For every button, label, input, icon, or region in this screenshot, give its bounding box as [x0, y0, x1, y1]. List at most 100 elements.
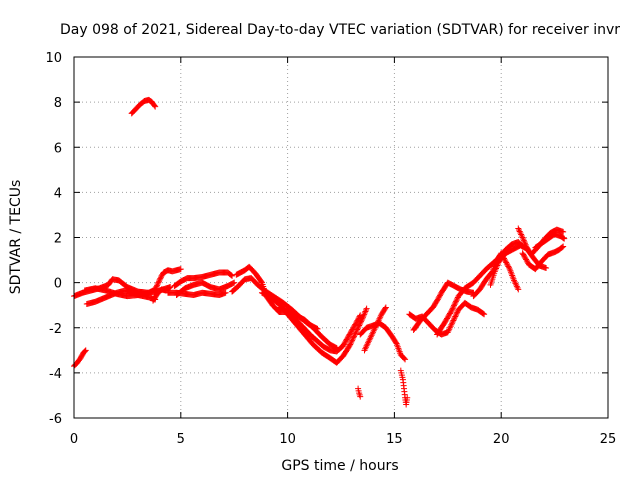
y-tick-label: -6 — [49, 412, 62, 427]
data-point — [343, 336, 350, 343]
data-point — [520, 235, 527, 242]
data-point — [228, 272, 235, 279]
data-point — [449, 306, 456, 313]
data-point — [448, 307, 455, 314]
data-point — [153, 283, 160, 290]
data-point — [351, 331, 358, 338]
data-point — [452, 298, 459, 305]
data-point — [446, 310, 453, 317]
data-point — [452, 313, 459, 320]
data-point — [449, 320, 456, 327]
series-arc-1 — [71, 347, 89, 370]
data-point — [177, 266, 184, 273]
data-point — [519, 234, 526, 241]
data-point — [520, 237, 527, 244]
data-point — [154, 280, 161, 287]
data-point — [156, 276, 163, 283]
data-point — [404, 394, 411, 401]
data-point — [156, 278, 163, 285]
data-point — [342, 337, 349, 344]
chart-title: Day 098 of 2021, Sidereal Day-to-day VTE… — [60, 22, 620, 38]
data-point — [450, 317, 457, 324]
data-point — [543, 264, 550, 271]
data-point — [443, 316, 450, 323]
data-point — [481, 311, 488, 318]
data-point — [361, 309, 368, 316]
data-point — [231, 279, 238, 286]
data-point — [340, 341, 347, 348]
data-point — [352, 330, 359, 337]
data-point — [521, 254, 528, 261]
data-point — [352, 329, 359, 336]
data-point — [345, 332, 352, 339]
data-point — [353, 327, 360, 334]
series-arc-4 — [83, 287, 159, 308]
data-point — [446, 311, 453, 318]
y-axis-label: SDTVAR / TECUs — [8, 180, 24, 295]
data-point — [504, 262, 511, 269]
data-point — [356, 322, 363, 329]
data-point — [559, 244, 566, 251]
data-point — [502, 258, 509, 265]
data-point — [445, 312, 452, 319]
data-point — [436, 292, 443, 299]
data-point — [503, 260, 510, 267]
data-point — [229, 272, 236, 279]
data-point — [151, 102, 158, 109]
data-point — [152, 285, 159, 292]
data-point — [442, 317, 449, 324]
y-tick-label: 2 — [54, 232, 62, 247]
data-point — [157, 275, 164, 282]
data-point — [452, 312, 459, 319]
data-point — [523, 257, 530, 264]
data-points — [71, 96, 568, 408]
series-arc-15 — [357, 320, 409, 363]
data-point — [480, 310, 487, 317]
data-point — [505, 263, 512, 270]
data-point — [354, 325, 361, 332]
data-point — [449, 305, 456, 312]
data-point — [363, 305, 370, 312]
data-point — [524, 259, 531, 266]
series-arc-12 — [258, 289, 370, 366]
data-point — [347, 341, 354, 348]
series-arc-5 — [128, 96, 159, 117]
data-point — [450, 316, 457, 323]
x-tick-label: 5 — [177, 432, 185, 447]
data-point — [358, 317, 365, 324]
y-tick-label: 0 — [54, 277, 62, 292]
data-point — [450, 303, 457, 310]
x-tick-label: 10 — [279, 432, 296, 447]
data-point — [167, 284, 174, 291]
data-point — [493, 263, 500, 270]
data-point — [494, 262, 501, 269]
data-point — [519, 250, 526, 257]
data-point — [447, 309, 454, 316]
data-point — [392, 339, 399, 346]
data-point — [82, 348, 89, 355]
data-point — [402, 356, 409, 363]
data-point — [522, 241, 529, 248]
series-arc-9 — [173, 279, 238, 299]
data-point — [349, 337, 356, 344]
y-tick-label: 8 — [54, 96, 62, 111]
data-point — [347, 340, 354, 347]
series-arc-17 — [397, 367, 411, 408]
series-arc-16 — [361, 304, 389, 354]
series-arc-13 — [276, 304, 340, 352]
data-point — [435, 295, 442, 302]
data-point — [503, 259, 510, 266]
data-point — [401, 355, 408, 362]
data-point — [382, 305, 389, 312]
data-point — [382, 304, 389, 311]
data-point — [492, 266, 499, 273]
data-point — [344, 335, 351, 342]
x-tick-label: 15 — [386, 432, 403, 447]
series-arc-7 — [164, 289, 229, 299]
data-point — [515, 286, 522, 293]
data-point — [434, 297, 441, 304]
data-point — [449, 318, 456, 325]
data-point — [333, 345, 340, 352]
data-point — [453, 310, 460, 317]
